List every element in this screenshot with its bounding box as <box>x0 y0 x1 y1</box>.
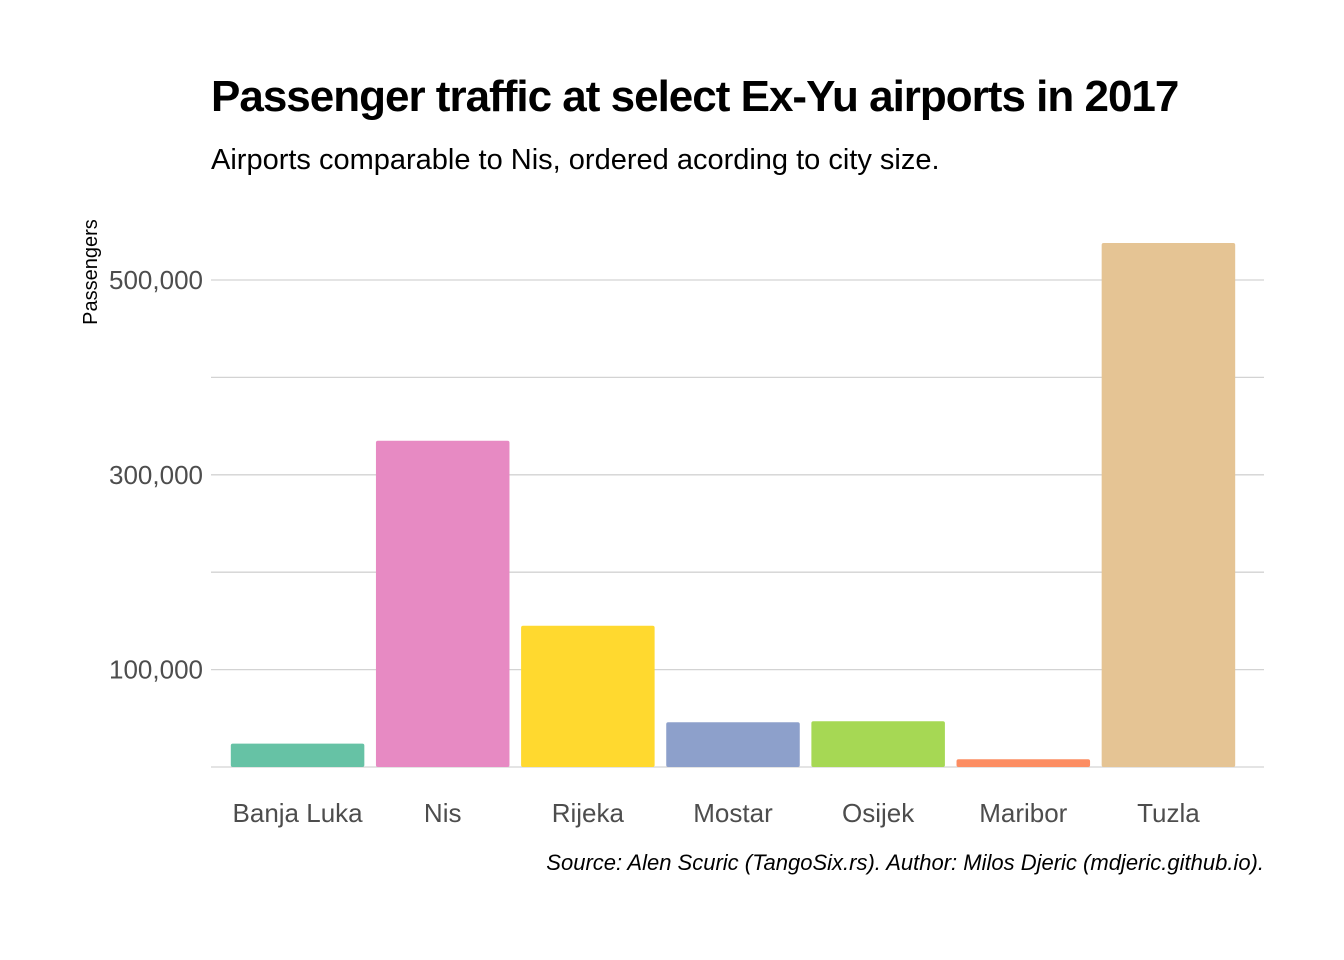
bar-banja-luka <box>230 743 365 767</box>
x-tick-label: Tuzla <box>1137 798 1200 828</box>
chart-subtitle: Airports comparable to Nis, ordered acor… <box>211 144 940 176</box>
x-tick-label: Banja Luka <box>233 798 364 828</box>
x-tick-label: Osijek <box>842 798 915 828</box>
bar-nis <box>375 440 510 767</box>
chart-title: Passenger traffic at select Ex-Yu airpor… <box>211 72 1179 121</box>
bar-maribor <box>956 759 1091 767</box>
x-tick-label: Maribor <box>979 798 1067 828</box>
bar-mostar <box>666 722 800 767</box>
y-tick-label: 500,000 <box>109 265 203 295</box>
x-tick-label: Nis <box>424 798 462 828</box>
y-tick-label: 300,000 <box>109 460 203 490</box>
bar-rijeka <box>521 625 655 767</box>
y-axis-title: Passengers <box>80 219 102 325</box>
bar-tuzla <box>1101 242 1236 767</box>
x-tick-label: Mostar <box>693 798 773 828</box>
y-tick-label: 100,000 <box>109 655 203 685</box>
x-tick-label: Rijeka <box>552 798 625 828</box>
x-tick-labels: Banja Luka Nis Rijeka Mostar Osijek Maribor Tu… <box>233 798 1201 828</box>
bar-osijek <box>811 721 945 767</box>
y-tick-labels: 100,000 300,000 500,000 <box>109 265 203 685</box>
bars <box>230 242 1236 767</box>
chart-caption: Source: Alen Scuric (TangoSix.rs). Autho… <box>546 850 1264 875</box>
